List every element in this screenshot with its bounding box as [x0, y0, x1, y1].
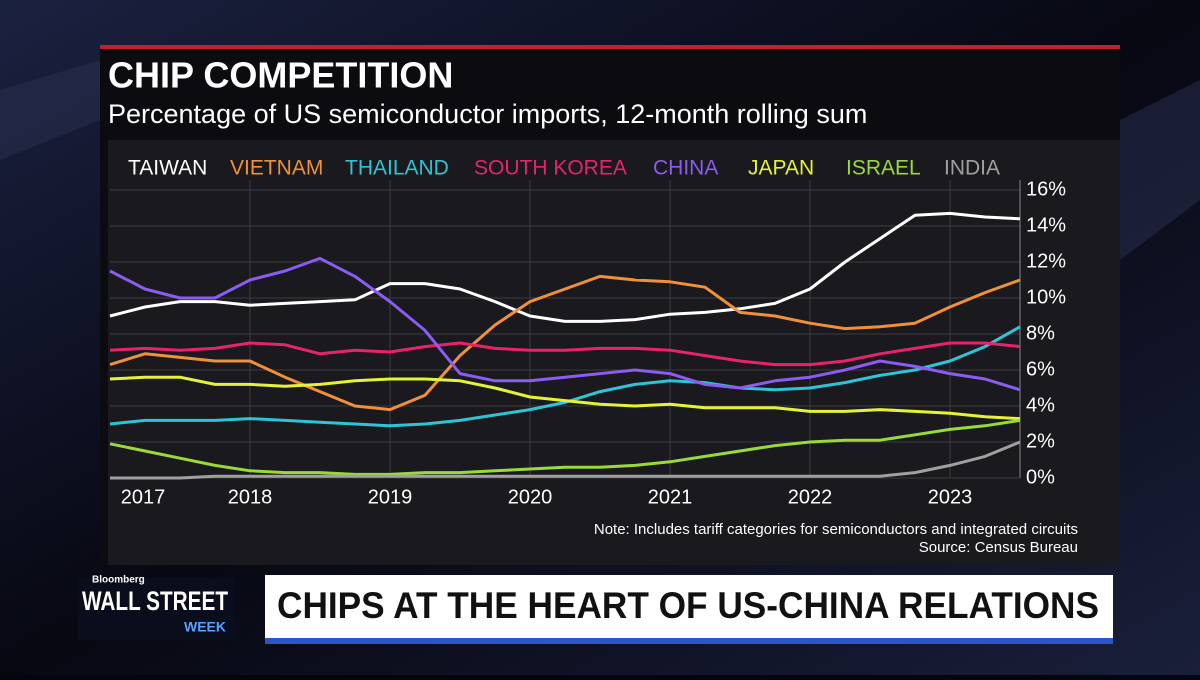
legend-entry: ISRAEL — [846, 157, 921, 180]
x-tick-label: 2018 — [228, 486, 273, 508]
chart-subtitle: Percentage of US semiconductor imports, … — [108, 99, 867, 129]
x-tick-label: 2019 — [368, 486, 413, 508]
y-tick-label: 10% — [1026, 286, 1066, 308]
show-sub: WEEK — [184, 619, 226, 635]
y-tick-label: 8% — [1026, 322, 1055, 344]
legend-entry: VIETNAM — [230, 157, 323, 180]
legend-entry: JAPAN — [748, 157, 814, 180]
plot-panel — [108, 140, 1120, 565]
series-line — [109, 274, 1021, 412]
plot: 0% 2% 4% 6% 8% 10% 12% 14% 16% 2017 2018 2019 2020 20… — [109, 157, 1066, 508]
x-tick-label: 2020 — [508, 486, 553, 508]
y-tick-label: 12% — [1026, 250, 1066, 272]
panel-accent — [100, 45, 1120, 49]
series-line — [109, 211, 1021, 323]
show-name: WALL STREET — [82, 586, 228, 616]
series-line — [109, 325, 1021, 428]
legend-entry: CHINA — [653, 157, 718, 180]
x-tick-label: 2021 — [648, 486, 693, 508]
legend-entry: INDIA — [944, 157, 1000, 180]
y-tick-label: 14% — [1026, 214, 1066, 236]
legend-entry: TAIWAN — [128, 157, 207, 180]
note: Note: Includes tariff categories for sem… — [594, 521, 1078, 538]
streak — [0, 60, 100, 160]
series-line — [109, 341, 1021, 367]
series-line — [109, 418, 1021, 476]
streak — [1120, 80, 1200, 260]
legend-entry: SOUTH KOREA — [474, 157, 627, 180]
headline-accent — [265, 638, 1113, 644]
brand: Bloomberg — [92, 575, 145, 586]
y-tick-label: 6% — [1026, 358, 1055, 380]
x-tick-label: 2023 — [928, 486, 973, 508]
logo-box — [78, 578, 235, 640]
headline-banner — [265, 575, 1113, 638]
headline: CHIPS AT THE HEART OF US-CHINA RELATIONS — [277, 585, 1099, 626]
x-tick-label: 2022 — [788, 486, 833, 508]
y-tick-label: 4% — [1026, 394, 1055, 416]
y-tick-label: 2% — [1026, 430, 1055, 452]
series-line — [109, 375, 1021, 421]
legend-entry: THAILAND — [345, 157, 449, 180]
series-line — [110, 440, 1021, 480]
series-line — [109, 256, 1021, 392]
x-tick-label: 2017 — [121, 486, 166, 508]
source: Source: Census Bureau — [919, 539, 1078, 556]
chart-title: CHIP COMPETITION — [108, 55, 453, 96]
y-tick-label: 0% — [1026, 466, 1055, 488]
y-tick-label: 16% — [1026, 178, 1066, 200]
